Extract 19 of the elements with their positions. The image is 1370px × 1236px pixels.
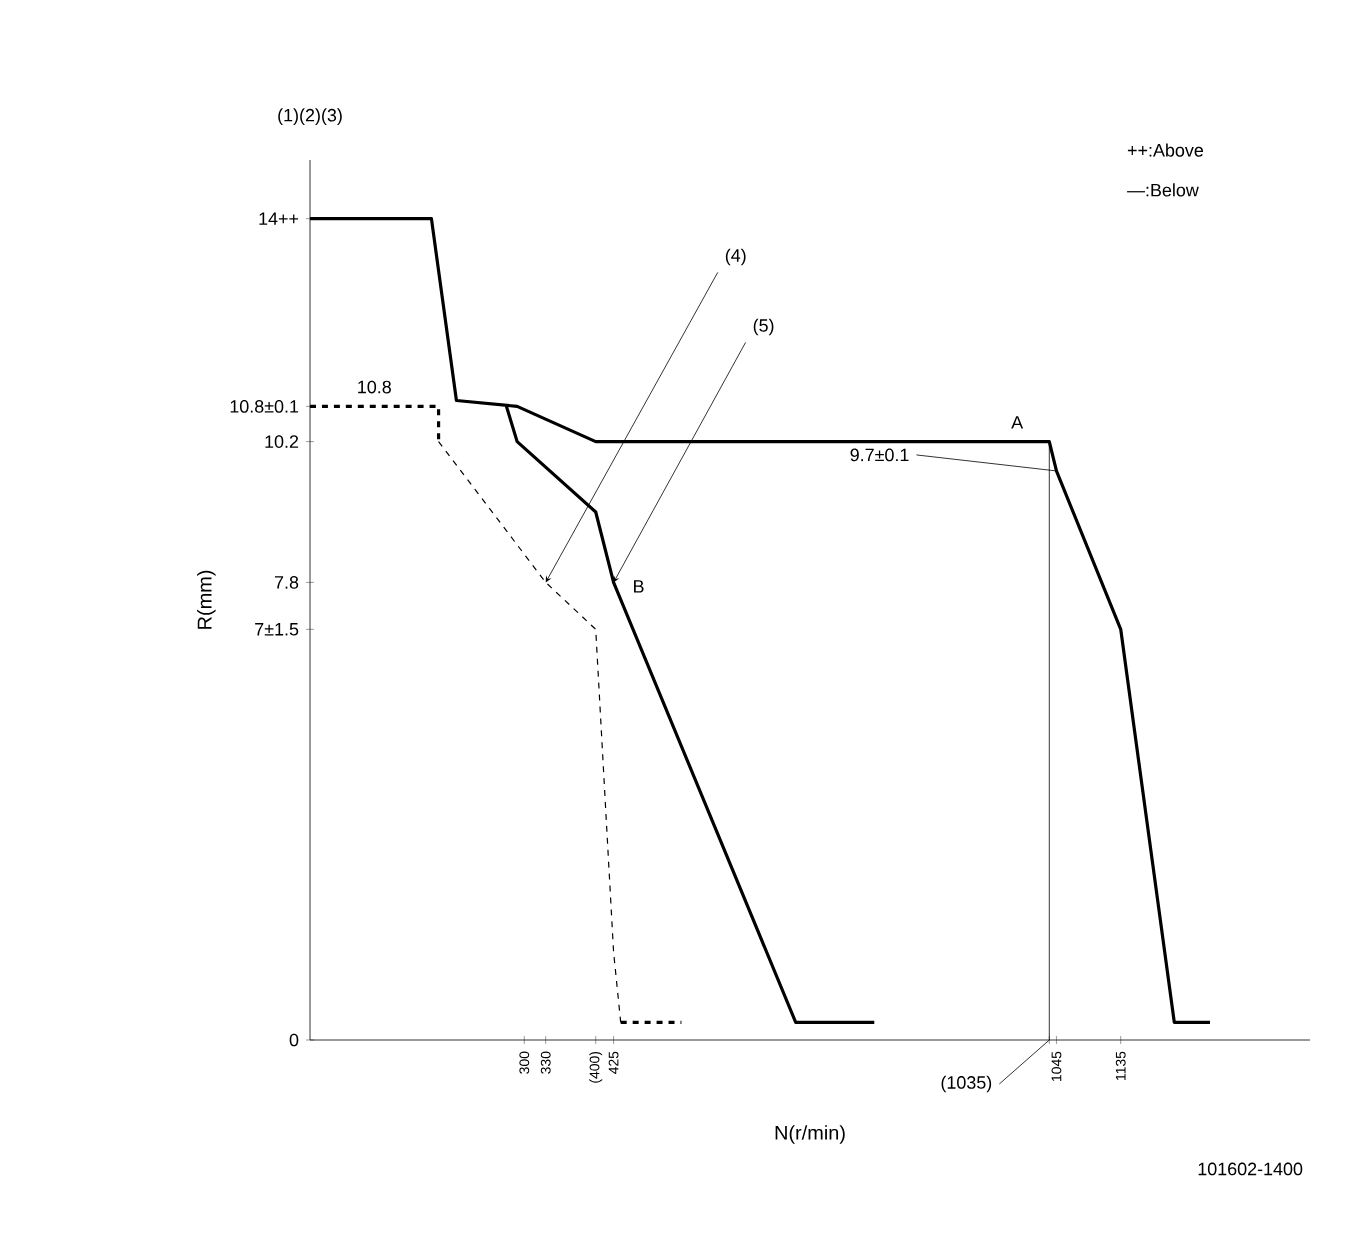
text: 101602-1400 [1198, 1162, 1303, 1176]
annotation: (4) [725, 248, 746, 266]
y-tick-label: 0 [289, 1033, 299, 1047]
x-axis-title: N(r/min) [775, 1125, 845, 1144]
y-axis-title: R(mm) [197, 570, 216, 629]
y-tick-label: 7±1.5 [255, 623, 299, 636]
annotation: (1035) [941, 1075, 992, 1093]
annotation: B [634, 580, 644, 593]
annotation: (5) [753, 318, 774, 336]
y-tick-label: 7.8 [274, 576, 299, 589]
y-tick-label: 10.2 [265, 435, 299, 448]
annotation: A [1011, 416, 1024, 429]
annotation: 9.7±0.1 [850, 448, 909, 462]
annotation: —:Below [1127, 183, 1199, 197]
text: ++:Above [1127, 143, 1204, 157]
annotation: 10.8 [358, 380, 391, 394]
y-tick-label: 10.8±0.1 [230, 400, 299, 413]
y-tick-label: 14++ [259, 212, 299, 225]
text: (1)(2)(3) [278, 108, 342, 126]
